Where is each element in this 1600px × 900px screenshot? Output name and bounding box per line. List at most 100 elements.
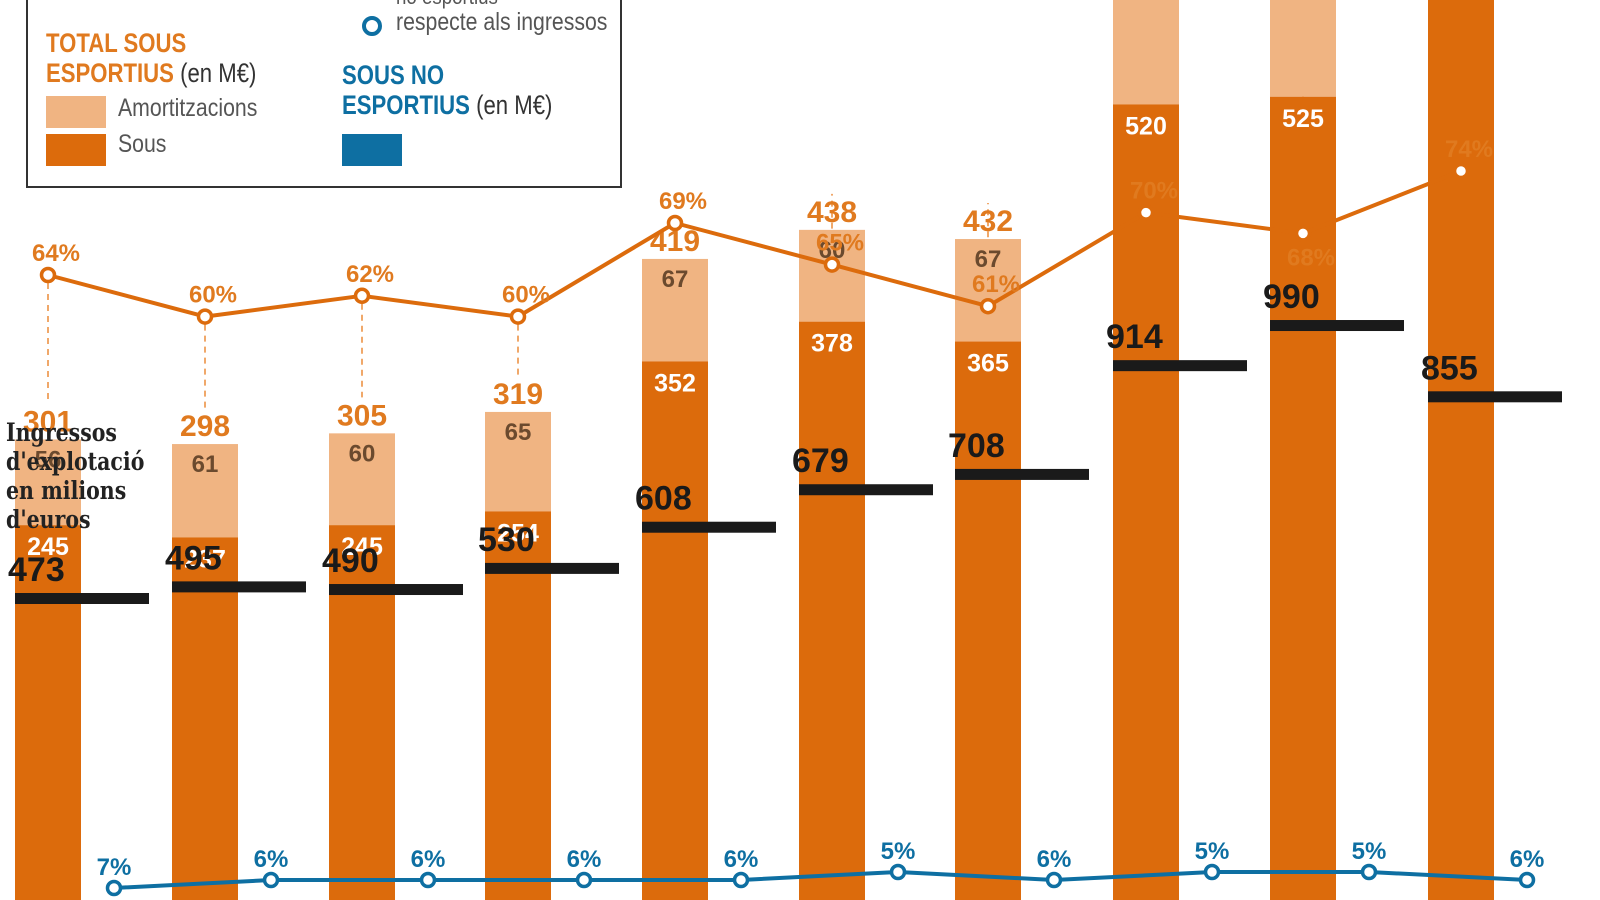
pct-label: 62% <box>346 261 394 288</box>
nonsport-pct-point <box>575 871 593 889</box>
legend-total-title-2-row: ESPORTIUS (en M€) <box>46 58 256 88</box>
bar-sous-label: 245 <box>27 533 69 561</box>
ingressos-label-line: en milions <box>6 476 127 505</box>
bar-sous-label: 365 <box>967 350 1009 378</box>
bar-sous <box>955 341 1021 900</box>
bar-total-label: 438 <box>807 196 857 229</box>
bar-sous <box>799 321 865 900</box>
pct-label: 60% <box>502 282 550 309</box>
pct-point <box>509 308 527 325</box>
income-bar-marker <box>1270 320 1404 332</box>
bar-sous <box>15 525 81 900</box>
income-label: 855 <box>1421 349 1478 387</box>
pct-point <box>1452 162 1470 180</box>
ingressos-label-line: Ingressos <box>6 418 117 447</box>
legend-sous-swatch <box>46 134 106 166</box>
bar-amortitzacions <box>642 258 708 362</box>
pct-point <box>1294 225 1312 242</box>
income-label: 530 <box>478 521 535 559</box>
income-bar-marker <box>485 562 619 574</box>
pct-point <box>353 287 371 305</box>
legend-nonsport-title-2-row: ESPORTIUS (en M€) <box>342 90 552 120</box>
income-bar-marker <box>15 593 149 604</box>
income-label: 473 <box>8 551 65 589</box>
pct-label: 68% <box>1287 244 1335 271</box>
legend-amort-label: Amortitzacions <box>118 94 258 122</box>
ingressos-label-line: d'euros <box>6 505 91 534</box>
income-label: 495 <box>165 539 222 577</box>
nonsport-pct-label: 6% <box>567 846 602 873</box>
nonsport-pct-label: 5% <box>1195 838 1230 865</box>
bar-amortitzacions-label: 67 <box>975 246 1002 273</box>
pct-point <box>666 214 684 232</box>
bar-amortitzacions <box>799 229 865 322</box>
pct-label: 69% <box>659 188 707 215</box>
nonsport-pct-label: 7% <box>97 854 132 881</box>
bar-amortitzacions-label: 61 <box>192 451 219 478</box>
income-label: 914 <box>1106 318 1163 356</box>
legend-total-unit: (en M€) <box>180 58 257 88</box>
income-bar-marker <box>799 484 933 496</box>
pct-point <box>39 266 57 284</box>
bar-total-label: 301 <box>23 405 73 438</box>
pct-point <box>823 256 841 273</box>
nonsport-pct-point <box>105 879 123 897</box>
pct-label: 65% <box>816 230 864 257</box>
bar-sous <box>1270 96 1336 900</box>
bar-amortitzacions <box>1113 0 1179 105</box>
nonsport-pct-point <box>889 863 907 881</box>
legend-nonsport-title-1: SOUS NO <box>342 60 445 90</box>
nonsport-pct-label: 6% <box>724 846 759 873</box>
pct-point <box>979 297 997 315</box>
nonsport-pct-label: 6% <box>254 846 289 873</box>
bar-total-label: 319 <box>493 378 543 411</box>
nonsport-pct-point <box>419 871 437 889</box>
bar-amortitzacions <box>15 439 81 526</box>
nonsport-pct-polyline <box>113 870 1528 890</box>
legend-top-fragment: no esportius <box>396 0 498 10</box>
bar-sous-label: 254 <box>497 519 539 547</box>
nonsport-pct-point <box>1518 871 1536 889</box>
nonsport-pct-label: 5% <box>881 838 916 865</box>
pct-point <box>1137 204 1155 221</box>
income-markers: 473 495 490 530 608 679 708 914 990 855 <box>8 278 1562 604</box>
nonsport-pct-label: 5% <box>1352 838 1387 865</box>
legend-sous-label: Sous <box>118 130 167 158</box>
income-label: 679 <box>792 442 849 480</box>
bar-sous-label: 378 <box>811 330 853 358</box>
ingressos-label: Ingressos d'explotació en milions d'euro… <box>6 418 144 534</box>
income-bar-marker <box>1113 360 1247 372</box>
pct-label: 74% <box>1445 136 1493 163</box>
income-bar-marker <box>329 584 463 596</box>
bar-amortitzacions-label: 67 <box>662 266 689 293</box>
nonsport-pct-line: 7% 6% 6% 6% 6% 5% 6% 5% 5% 6% <box>97 838 1544 897</box>
legend-circle-icon <box>362 16 382 36</box>
legend-pct-text: respecte als ingressos <box>396 8 608 36</box>
nonsport-pct-label: 6% <box>411 846 446 873</box>
income-label: 708 <box>948 427 1005 465</box>
bar-amortitzacions-label: 60 <box>349 440 376 467</box>
income-label: 608 <box>635 480 692 518</box>
bar-sous-label: 520 <box>1125 112 1167 140</box>
income-bar-marker <box>642 521 776 533</box>
legend-nonsport-swatch <box>342 134 402 166</box>
bar-total <box>1428 0 1494 900</box>
bar-amortitzacions-label: 56 <box>35 446 62 473</box>
bar-amortitzacions <box>955 239 1021 342</box>
bar-sous <box>329 525 395 900</box>
nonsport-pct-point <box>732 871 750 889</box>
pct-label: 60% <box>189 282 237 309</box>
pct-label: 64% <box>32 240 80 267</box>
nonsport-pct-point <box>1360 863 1378 881</box>
bar-total-label: 298 <box>180 410 230 443</box>
income-bar-marker <box>955 468 1089 480</box>
bar-total-label: 305 <box>337 399 387 432</box>
bar-amortitzacions <box>485 411 551 512</box>
bar-sous-label: 237 <box>184 545 226 573</box>
nonsport-pct-point <box>1045 871 1063 889</box>
bar-sous <box>172 537 238 900</box>
pct-point <box>196 308 214 325</box>
bar-sous-label: 525 <box>1282 105 1324 133</box>
bar-sous <box>642 361 708 900</box>
